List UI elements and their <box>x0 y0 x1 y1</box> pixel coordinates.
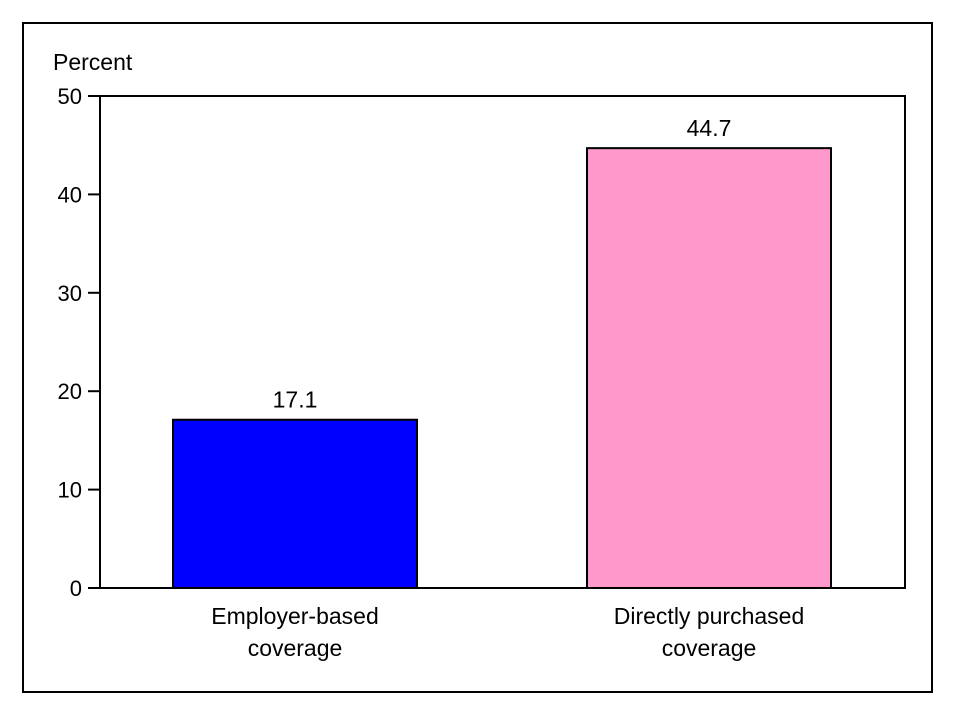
x-category-label: Directly purchased <box>614 603 804 629</box>
bar <box>586 147 832 589</box>
plot-border <box>99 95 906 589</box>
data-label: 44.7 <box>687 115 732 141</box>
x-category-label: coverage <box>662 635 757 661</box>
y-axis-title: Percent <box>53 49 133 75</box>
data-label: 17.1 <box>273 387 318 413</box>
y-tick-label: 30 <box>58 281 82 306</box>
y-tick-label: 20 <box>58 379 82 404</box>
y-tick-label: 0 <box>70 576 82 601</box>
x-category-label: Employer-based <box>211 603 378 629</box>
y-tick-label: 40 <box>58 182 82 207</box>
y-tick-label: 50 <box>58 84 82 109</box>
plot-area: 0 10 20 30 40 50 17.1 Employer-based coverage 44.… <box>58 84 906 661</box>
y-tick-label: 10 <box>58 478 82 503</box>
x-category-label: coverage <box>248 635 343 661</box>
bar <box>172 418 418 589</box>
